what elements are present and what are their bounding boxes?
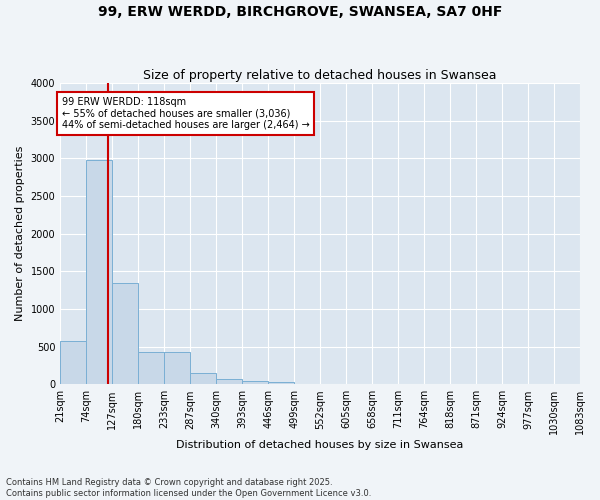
Bar — [138, 352, 164, 384]
Bar — [242, 381, 268, 384]
Bar — [190, 372, 217, 384]
Text: 99 ERW WERDD: 118sqm
← 55% of detached houses are smaller (3,036)
44% of semi-de: 99 ERW WERDD: 118sqm ← 55% of detached h… — [62, 96, 310, 130]
Y-axis label: Number of detached properties: Number of detached properties — [15, 146, 25, 322]
Bar — [60, 340, 86, 384]
X-axis label: Distribution of detached houses by size in Swansea: Distribution of detached houses by size … — [176, 440, 464, 450]
Bar — [217, 379, 242, 384]
Bar — [164, 352, 190, 384]
Bar — [268, 382, 294, 384]
Bar — [86, 160, 112, 384]
Title: Size of property relative to detached houses in Swansea: Size of property relative to detached ho… — [143, 69, 497, 82]
Bar — [112, 284, 138, 384]
Text: 99, ERW WERDD, BIRCHGROVE, SWANSEA, SA7 0HF: 99, ERW WERDD, BIRCHGROVE, SWANSEA, SA7 … — [98, 5, 502, 19]
Text: Contains HM Land Registry data © Crown copyright and database right 2025.
Contai: Contains HM Land Registry data © Crown c… — [6, 478, 371, 498]
